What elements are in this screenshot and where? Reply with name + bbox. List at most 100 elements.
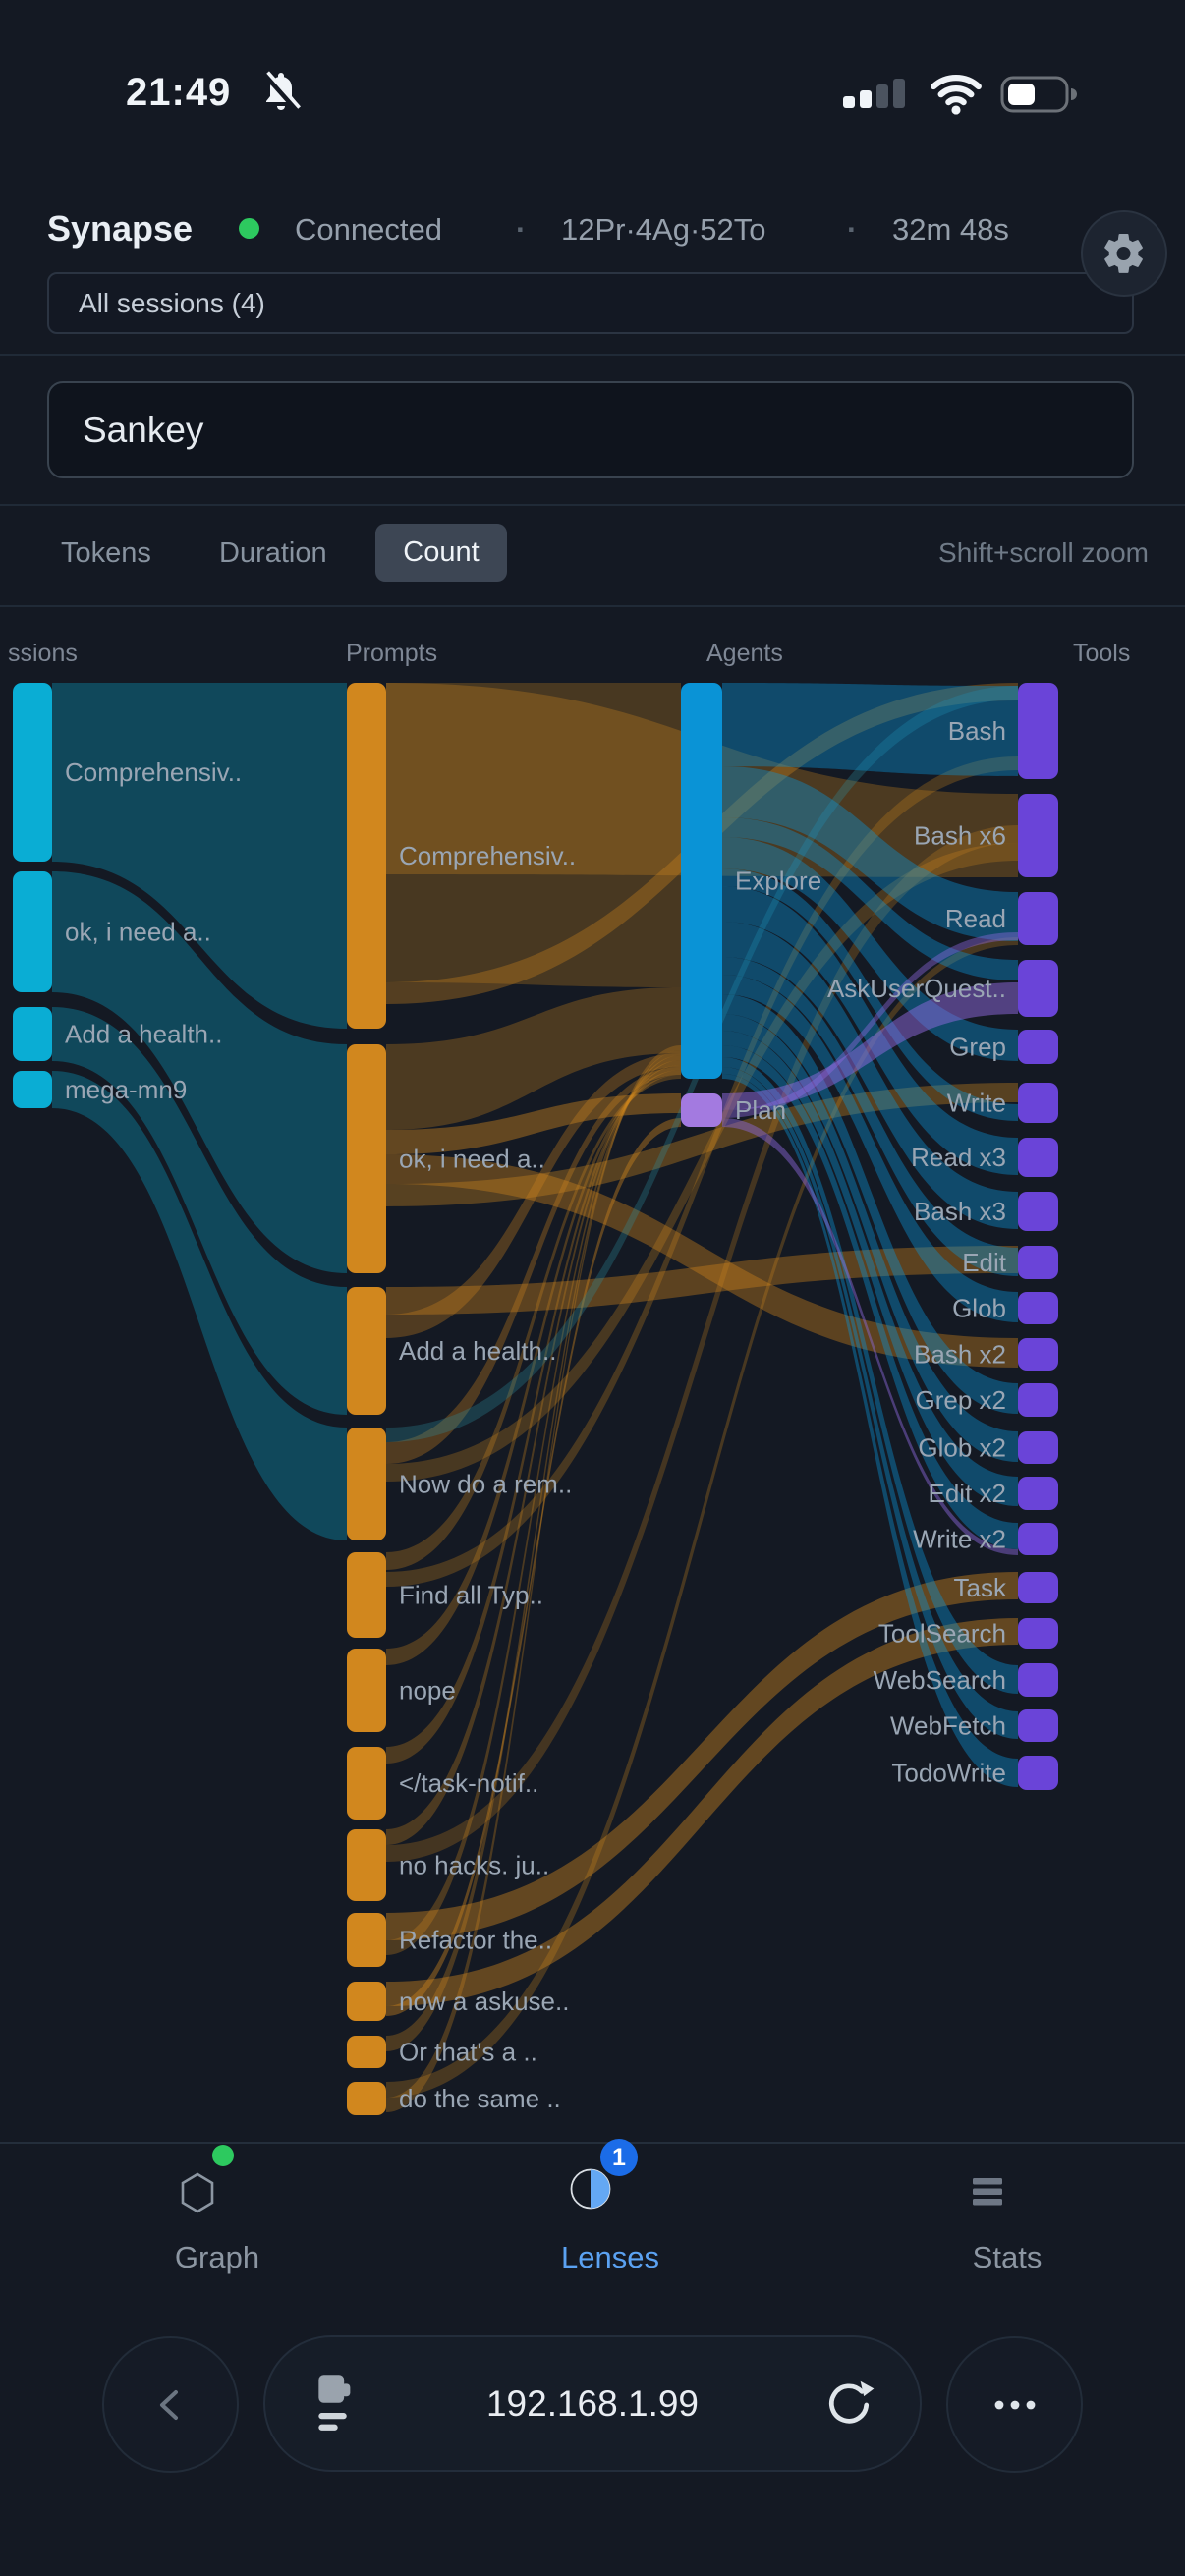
sankey-link-p12-a1[interactable]: [386, 1045, 681, 2112]
nav-lenses[interactable]: [512, 2147, 669, 2274]
sankey-link-a1-t8[interactable]: [722, 922, 1018, 1229]
sankey-link-s4-p4[interactable]: [52, 1071, 347, 1540]
sankey-node-p1[interactable]: [347, 683, 386, 1029]
address-bar[interactable]: [263, 2335, 922, 2472]
sankey-link-p4-t2[interactable]: [386, 843, 1018, 1482]
more-button[interactable]: [946, 2336, 1083, 2473]
tab-count[interactable]: Count: [375, 524, 507, 582]
sankey-link-a1-t9[interactable]: [722, 957, 1018, 1276]
sankey-node-t12[interactable]: [1018, 1383, 1058, 1417]
sankey-node-p8[interactable]: [347, 1829, 386, 1901]
sankey-node-t14[interactable]: [1018, 1477, 1058, 1510]
sankey-link-s3-p3[interactable]: [52, 1007, 347, 1415]
sankey-link-p2-t11[interactable]: [386, 1154, 1018, 1368]
sankey-node-t7[interactable]: [1018, 1138, 1058, 1177]
sankey-link-a1-t10[interactable]: [722, 975, 1018, 1322]
sankey-link-p2-a1[interactable]: [386, 987, 681, 1130]
sankey-link-p12-t3[interactable]: [386, 937, 1018, 2098]
sankey-node-p2[interactable]: [347, 1044, 386, 1273]
sankey-link-p9-t16[interactable]: [386, 1572, 1018, 1940]
sankey-node-p9[interactable]: [347, 1913, 386, 1967]
sankey-node-t17[interactable]: [1018, 1618, 1058, 1649]
nav-lenses-label[interactable]: Lenses: [561, 2240, 659, 2274]
sankey-node-p11[interactable]: [347, 2036, 386, 2068]
sankey-link-a1-t13[interactable]: [722, 1014, 1018, 1462]
nav-stats-label[interactable]: Stats: [972, 2240, 1043, 2274]
sankey-link-a1-t3[interactable]: [722, 766, 1018, 941]
sankey-node-t5[interactable]: [1018, 1030, 1058, 1064]
sankey-link-p9-a1[interactable]: [386, 1055, 681, 1955]
sankey-node-a1[interactable]: [681, 683, 722, 1079]
sankey-link-p10-a2[interactable]: [386, 1118, 681, 2016]
nav-graph-label[interactable]: Graph: [174, 2240, 260, 2274]
sankey-link-a1-t18[interactable]: [722, 1057, 1018, 1694]
sankey-node-s2[interactable]: [13, 871, 52, 992]
sankey-node-t15[interactable]: [1018, 1523, 1058, 1555]
sankey-node-t18[interactable]: [1018, 1663, 1058, 1697]
sankey-node-t8[interactable]: [1018, 1192, 1058, 1231]
sankey-node-t13[interactable]: [1018, 1431, 1058, 1464]
url-text[interactable]: 192.168.1.99: [485, 2382, 700, 2424]
sankey-link-p3-t9[interactable]: [386, 1246, 1018, 1315]
sankey-node-p4[interactable]: [347, 1428, 386, 1540]
sankey-link-a1-t20[interactable]: [722, 1074, 1018, 1787]
sankey-node-t1[interactable]: [1018, 683, 1058, 779]
sankey-node-p6[interactable]: [347, 1649, 386, 1732]
sankey-link-a1-t15[interactable]: [722, 1045, 1018, 1549]
sankey-link-p8-t2[interactable]: [386, 825, 1018, 1862]
sessions-dropdown[interactable]: All sessions (4): [47, 272, 1134, 334]
sankey-link-a1-t12[interactable]: [722, 994, 1018, 1414]
sankey-node-t19[interactable]: [1018, 1709, 1058, 1742]
sankey-link-p2-t6[interactable]: [386, 1083, 1018, 1206]
sankey-link-p6-a1[interactable]: [386, 1070, 681, 1665]
sankey-link-a1-t4[interactable]: [722, 817, 1018, 980]
sankey-link-p8-a1[interactable]: [386, 1060, 681, 1845]
sankey-link-p4-a1[interactable]: [386, 1067, 681, 1464]
nav-graph[interactable]: [119, 2147, 276, 2274]
nav-stats[interactable]: [909, 2147, 1066, 2274]
sankey-node-s3[interactable]: [13, 1007, 52, 1061]
sankey-node-s4[interactable]: [13, 1071, 52, 1108]
sankey-link-a1-t5[interactable]: [722, 837, 1018, 1061]
sankey-link-p1-a1[interactable]: [386, 683, 681, 987]
sankey-link-p11-a1[interactable]: [386, 1050, 681, 2051]
sankey-link-s2-p2[interactable]: [52, 871, 347, 1273]
sankey-link-p10-t17[interactable]: [386, 1618, 1018, 2006]
sankey-node-t2[interactable]: [1018, 794, 1058, 877]
sankey-node-p12[interactable]: [347, 2082, 386, 2115]
sankey-link-p5-t1[interactable]: [386, 756, 1018, 1587]
sankey-link-a1-t6[interactable]: [722, 868, 1018, 1121]
sankey-node-t11[interactable]: [1018, 1338, 1058, 1371]
sankey-link-p7-a1[interactable]: [386, 1065, 681, 1764]
sankey-link-a2-t4[interactable]: [722, 982, 1018, 1110]
sankey-link-a2-t3[interactable]: [722, 932, 1018, 1118]
sankey-link-a1-t19[interactable]: [722, 1067, 1018, 1739]
sankey-node-t4[interactable]: [1018, 960, 1058, 1017]
sankey-node-t10[interactable]: [1018, 1292, 1058, 1324]
sankey-node-p7[interactable]: [347, 1747, 386, 1820]
refresh-icon[interactable]: [821, 2378, 876, 2433]
sankey-link-a1-t7[interactable]: [722, 886, 1018, 1175]
settings-button[interactable]: [1081, 210, 1167, 297]
sankey-node-t16[interactable]: [1018, 1572, 1058, 1603]
sankey-node-a2[interactable]: [681, 1093, 722, 1127]
sankey-node-t3[interactable]: [1018, 892, 1058, 945]
tab-duration[interactable]: Duration: [219, 537, 327, 569]
sankey-link-p3-a1[interactable]: [386, 1053, 681, 1338]
sankey-node-p5[interactable]: [347, 1552, 386, 1638]
sankey-node-s1[interactable]: [13, 683, 52, 862]
lens-title-field[interactable]: Sankey: [47, 381, 1134, 478]
sankey-link-a1-t1[interactable]: [722, 683, 1018, 776]
sankey-link-a1-t14[interactable]: [722, 1031, 1018, 1506]
back-button[interactable]: [102, 2336, 239, 2473]
sankey-link-p5-a1[interactable]: [386, 1075, 681, 1570]
sankey-node-p10[interactable]: [347, 1982, 386, 2021]
sankey-node-t6[interactable]: [1018, 1083, 1058, 1123]
tab-tokens[interactable]: Tokens: [61, 537, 151, 569]
sankey-node-p3[interactable]: [347, 1287, 386, 1415]
sankey-node-t9[interactable]: [1018, 1246, 1058, 1279]
sankey-node-t20[interactable]: [1018, 1756, 1058, 1790]
reader-icon[interactable]: [309, 2370, 369, 2438]
sankey-link-p2-a2[interactable]: [386, 1093, 681, 1154]
sankey-link-s1-p1[interactable]: [52, 683, 347, 1029]
